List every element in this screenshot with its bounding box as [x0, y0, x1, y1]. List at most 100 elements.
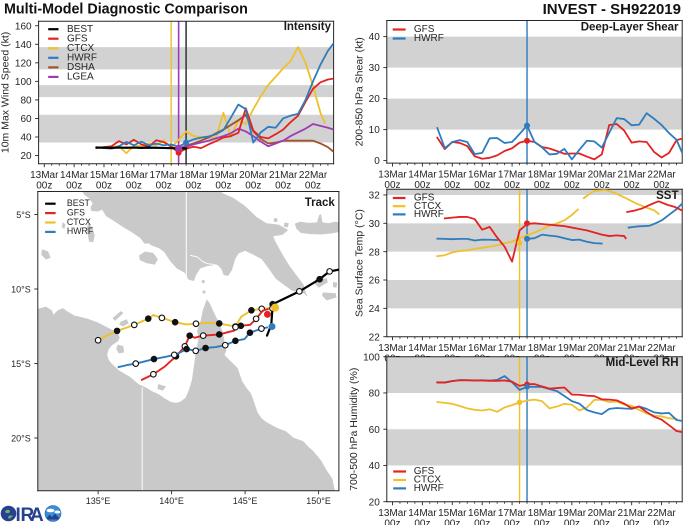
- svg-text:20: 20: [369, 497, 381, 508]
- svg-text:00z: 00z: [96, 181, 112, 192]
- svg-text:15Mar: 15Mar: [438, 508, 467, 519]
- svg-text:40: 40: [369, 461, 381, 472]
- svg-text:17Mar: 17Mar: [498, 169, 527, 180]
- svg-text:00z: 00z: [594, 180, 610, 191]
- svg-text:60: 60: [369, 425, 381, 436]
- svg-text:00z: 00z: [66, 181, 82, 192]
- svg-text:GFS: GFS: [414, 193, 435, 204]
- svg-text:14Mar: 14Mar: [408, 169, 437, 180]
- svg-text:Deep-Layer Shear: Deep-Layer Shear: [581, 21, 679, 33]
- svg-text:0: 0: [374, 156, 380, 167]
- svg-text:16Mar: 16Mar: [468, 343, 497, 354]
- svg-text:00z: 00z: [654, 519, 670, 525]
- svg-text:00z: 00z: [126, 181, 142, 192]
- svg-text:135°E: 135°E: [86, 496, 111, 506]
- svg-text:5°S: 5°S: [16, 210, 31, 220]
- svg-text:17Mar: 17Mar: [150, 170, 179, 181]
- svg-text:00z: 00z: [624, 519, 640, 525]
- svg-text:20: 20: [369, 94, 381, 105]
- svg-text:140: 140: [15, 40, 32, 51]
- svg-text:13Mar: 13Mar: [378, 508, 407, 519]
- svg-text:GFS: GFS: [67, 33, 88, 44]
- svg-text:00z: 00z: [624, 180, 640, 191]
- svg-text:15°S: 15°S: [11, 359, 31, 369]
- svg-text:160: 160: [15, 21, 32, 32]
- svg-text:17Mar: 17Mar: [498, 343, 527, 354]
- svg-text:60: 60: [20, 114, 32, 125]
- svg-text:14Mar: 14Mar: [408, 508, 437, 519]
- svg-text:20Mar: 20Mar: [588, 508, 617, 519]
- svg-text:16Mar: 16Mar: [468, 169, 497, 180]
- svg-text:Track: Track: [305, 197, 336, 209]
- svg-text:00z: 00z: [444, 180, 460, 191]
- svg-text:22Mar: 22Mar: [647, 169, 676, 180]
- svg-text:80: 80: [369, 389, 381, 400]
- svg-text:22Mar: 22Mar: [647, 343, 676, 354]
- svg-text:00z: 00z: [245, 181, 261, 192]
- svg-text:19Mar: 19Mar: [558, 508, 587, 519]
- svg-text:16Mar: 16Mar: [120, 170, 149, 181]
- svg-text:00z: 00z: [384, 519, 400, 525]
- svg-text:GFS: GFS: [67, 207, 85, 217]
- svg-text:19Mar: 19Mar: [558, 169, 587, 180]
- svg-text:00z: 00z: [414, 180, 430, 191]
- svg-text:SST: SST: [656, 190, 678, 202]
- svg-text:13Mar: 13Mar: [30, 170, 59, 181]
- svg-text:150°E: 150°E: [306, 496, 331, 506]
- svg-text:200-850 hPa Shear (kt): 200-850 hPa Shear (kt): [353, 37, 365, 146]
- svg-text:21Mar: 21Mar: [617, 169, 646, 180]
- svg-text:18Mar: 18Mar: [179, 170, 208, 181]
- svg-text:18Mar: 18Mar: [528, 169, 557, 180]
- svg-text:DSHA: DSHA: [67, 62, 95, 73]
- svg-text:20: 20: [20, 151, 32, 162]
- svg-text:32: 32: [369, 191, 381, 202]
- svg-text:80: 80: [20, 96, 32, 107]
- svg-text:00z: 00z: [654, 180, 670, 191]
- svg-text:GFS: GFS: [414, 24, 435, 35]
- svg-text:18Mar: 18Mar: [528, 508, 557, 519]
- svg-text:15Mar: 15Mar: [438, 169, 467, 180]
- svg-text:22Mar: 22Mar: [647, 508, 676, 519]
- svg-text:Multi-Model Diagnostic Compari: Multi-Model Diagnostic Comparison: [4, 1, 248, 17]
- svg-text:22: 22: [369, 332, 381, 343]
- svg-text:20°S: 20°S: [11, 433, 31, 443]
- svg-text:00z: 00z: [504, 180, 520, 191]
- svg-text:BEST: BEST: [67, 24, 93, 35]
- svg-text:22Mar: 22Mar: [299, 170, 328, 181]
- svg-text:00z: 00z: [444, 519, 460, 525]
- svg-text:20Mar: 20Mar: [588, 169, 617, 180]
- svg-text:A: A: [30, 505, 44, 525]
- svg-text:20Mar: 20Mar: [239, 170, 268, 181]
- svg-text:HWRF: HWRF: [414, 33, 444, 44]
- svg-text:21Mar: 21Mar: [617, 343, 646, 354]
- svg-text:CTCX: CTCX: [414, 475, 442, 486]
- svg-text:Sea Surface Temp (°C): Sea Surface Temp (°C): [353, 209, 365, 317]
- svg-text:CTCX: CTCX: [67, 43, 95, 54]
- svg-text:I: I: [16, 505, 21, 525]
- svg-text:10: 10: [369, 125, 381, 136]
- svg-text:26: 26: [369, 276, 381, 287]
- svg-text:14Mar: 14Mar: [408, 343, 437, 354]
- svg-text:100: 100: [15, 77, 32, 88]
- svg-text:13Mar: 13Mar: [378, 343, 407, 354]
- svg-text:00z: 00z: [474, 519, 490, 525]
- svg-text:00z: 00z: [564, 180, 580, 191]
- svg-text:00z: 00z: [534, 180, 550, 191]
- svg-text:21Mar: 21Mar: [269, 170, 298, 181]
- svg-text:18Mar: 18Mar: [528, 343, 557, 354]
- svg-text:C: C: [1, 505, 15, 525]
- svg-text:30: 30: [369, 219, 381, 230]
- svg-text:00z: 00z: [534, 519, 550, 525]
- svg-text:120: 120: [15, 58, 32, 69]
- svg-text:30: 30: [369, 63, 381, 74]
- svg-text:00z: 00z: [504, 519, 520, 525]
- svg-text:LGEA: LGEA: [67, 71, 94, 82]
- svg-text:40: 40: [20, 133, 32, 144]
- svg-text:10°S: 10°S: [11, 284, 31, 294]
- svg-text:00z: 00z: [156, 181, 172, 192]
- svg-text:145°E: 145°E: [233, 496, 258, 506]
- svg-text:100: 100: [363, 352, 380, 363]
- svg-text:19Mar: 19Mar: [209, 170, 238, 181]
- svg-text:140°E: 140°E: [159, 496, 184, 506]
- svg-text:00z: 00z: [594, 519, 610, 525]
